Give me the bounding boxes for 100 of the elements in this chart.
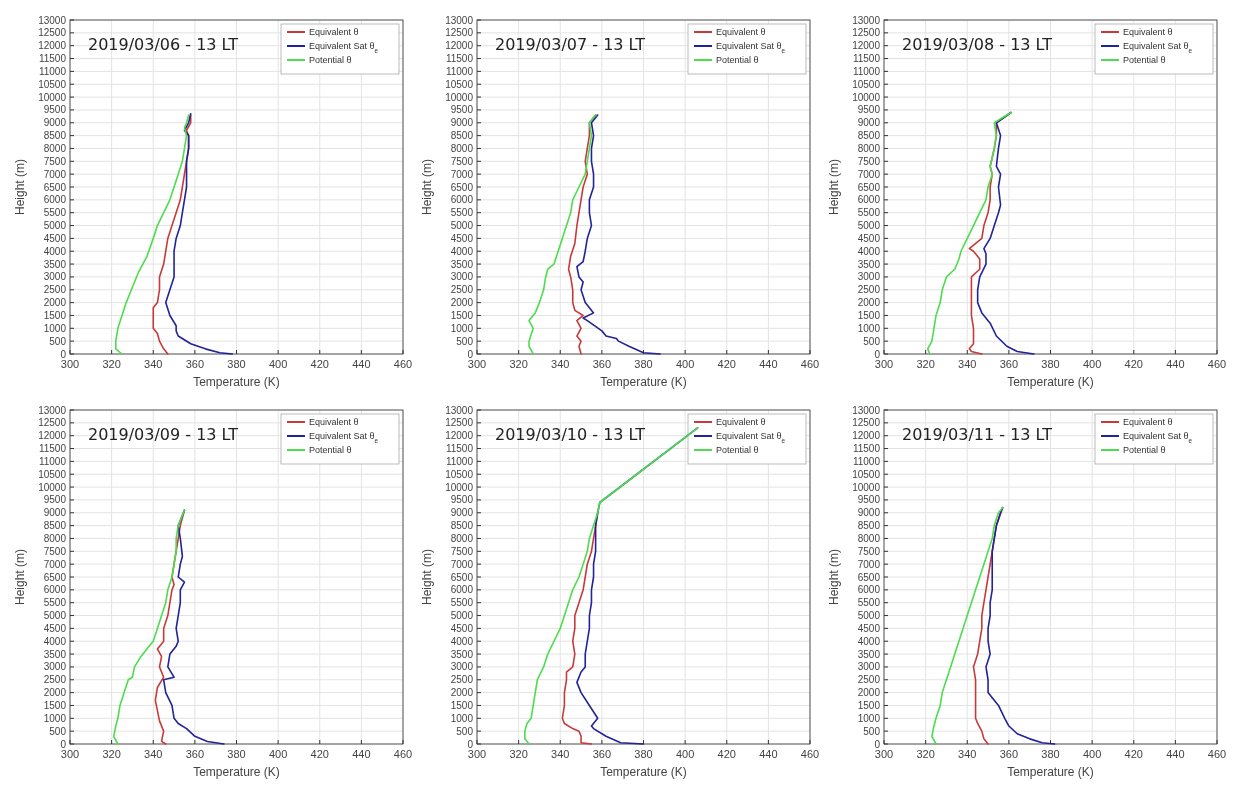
y-tick-label: 3000 (43, 271, 67, 283)
y-tick-label: 7000 (43, 558, 67, 570)
y-tick-label: 8000 (43, 532, 67, 544)
y-axis-title: Height (m) (13, 158, 27, 216)
x-tick-label: 460 (393, 748, 413, 760)
y-tick-label: 5500 (43, 597, 67, 609)
y-tick-label: 10000 (38, 481, 67, 493)
x-tick-label: 340 (551, 748, 570, 760)
x-axis-title: Temperature (K) (600, 765, 687, 779)
y-tick-label: 10500 (38, 468, 67, 480)
x-axis-title: Temperature (K) (193, 765, 280, 779)
x-tick-label: 420 (1124, 358, 1143, 370)
y-tick-label: 13000 (445, 14, 474, 26)
y-tick-label: 11500 (38, 443, 67, 455)
y-tick-label: 5000 (450, 610, 474, 622)
y-tick-label: 1500 (857, 699, 881, 711)
legend-label: Potential θ (309, 445, 352, 455)
y-tick-label: 0 (60, 738, 67, 750)
x-axis-title: Temperature (K) (1007, 375, 1094, 389)
y-tick-label: 8500 (43, 520, 67, 532)
y-tick-label: 4000 (43, 245, 67, 257)
y-tick-label: 2500 (43, 674, 67, 686)
y-tick-label: 8000 (450, 532, 474, 544)
y-axis-title: Height (m) (420, 548, 434, 606)
y-tick-label: 5000 (43, 610, 67, 622)
y-tick-label: 12500 (38, 417, 67, 429)
y-tick-label: 12500 (852, 417, 881, 429)
y-tick-label: 1500 (450, 309, 474, 321)
y-tick-label: 5500 (857, 597, 881, 609)
y-tick-label: 7000 (450, 558, 474, 570)
y-tick-label: 12000 (38, 430, 67, 442)
y-tick-label: 1000 (450, 712, 474, 724)
y-tick-label: 10500 (38, 78, 67, 90)
y-tick-label: 7000 (43, 168, 67, 180)
legend-label: Equivalent Sat θ$_{e}$ (1123, 41, 1193, 54)
y-tick-label: 9500 (450, 104, 474, 116)
x-tick-label: 440 (352, 358, 371, 370)
y-tick-label: 2500 (857, 284, 881, 296)
y-tick-label: 11500 (38, 53, 67, 65)
y-tick-label: 2000 (857, 297, 881, 309)
y-tick-label: 0 (874, 738, 881, 750)
y-tick-label: 10500 (852, 78, 881, 90)
x-tick-label: 420 (717, 358, 736, 370)
text: 2019/03/11 - 13 LT (902, 425, 1053, 444)
x-tick-label: 360 (592, 358, 612, 370)
line-series (112, 509, 186, 745)
y-tick-label: 8500 (857, 520, 881, 532)
x-tick-label: 380 (1041, 748, 1060, 760)
x-tick-label: 400 (268, 358, 288, 370)
y-tick-label: 9500 (450, 494, 474, 506)
y-tick-label: 6500 (450, 181, 474, 193)
y-tick-label: 5000 (43, 220, 67, 232)
y-tick-label: 6500 (450, 571, 474, 583)
x-tick-label: 300 (874, 748, 894, 760)
legend-label: Potential θ (1123, 55, 1166, 65)
y-tick-label: 10500 (445, 78, 474, 90)
y-tick-label: 13000 (445, 404, 474, 416)
y-tick-label: 12000 (852, 40, 881, 52)
y-tick-label: 6500 (43, 571, 67, 583)
y-tick-label: 8500 (450, 520, 474, 532)
y-tick-label: 7000 (857, 558, 881, 570)
y-tick-label: 6000 (43, 584, 67, 596)
y-tick-label: 7500 (43, 155, 67, 167)
y-tick-label: 5000 (857, 220, 881, 232)
y-tick-label: 8000 (43, 142, 67, 154)
legend-label: Equivalent Sat θ$_{e}$ (309, 431, 379, 444)
y-tick-label: 7500 (857, 545, 881, 557)
y-tick-label: 9000 (450, 117, 474, 129)
legend-label: Potential θ (1123, 445, 1166, 455)
y-tick-label: 1000 (857, 322, 881, 334)
line-series (164, 112, 234, 355)
x-tick-label: 440 (1166, 358, 1185, 370)
y-tick-label: 7500 (857, 155, 881, 167)
x-tick-label: 420 (310, 748, 329, 760)
line-series (931, 506, 1004, 745)
y-tick-label: 1500 (857, 309, 881, 321)
y-tick-label: 12000 (445, 40, 474, 52)
x-tick-label: 400 (1082, 358, 1102, 370)
y-tick-label: 6000 (857, 194, 881, 206)
x-tick-label: 300 (874, 358, 894, 370)
y-tick-label: 500 (49, 725, 67, 737)
y-tick-label: 4000 (43, 635, 67, 647)
x-tick-label: 400 (675, 358, 695, 370)
x-tick-label: 400 (675, 748, 695, 760)
y-tick-label: 11500 (445, 53, 474, 65)
text: 2019/03/09 - 13 LT (88, 425, 239, 444)
x-tick-label: 320 (102, 358, 121, 370)
x-tick-label: 340 (958, 358, 977, 370)
y-tick-label: 0 (874, 348, 881, 360)
y-tick-label: 2500 (857, 674, 881, 686)
x-axis-title: Temperature (K) (600, 375, 687, 389)
y-tick-label: 11000 (38, 65, 67, 77)
y-tick-label: 2500 (450, 674, 474, 686)
y-tick-label: 4000 (857, 635, 881, 647)
y-tick-label: 9500 (857, 494, 881, 506)
y-tick-label: 5500 (857, 207, 881, 219)
x-tick-label: 460 (800, 358, 820, 370)
line-series (114, 114, 190, 355)
x-tick-label: 440 (759, 358, 778, 370)
y-tick-label: 6500 (857, 181, 881, 193)
